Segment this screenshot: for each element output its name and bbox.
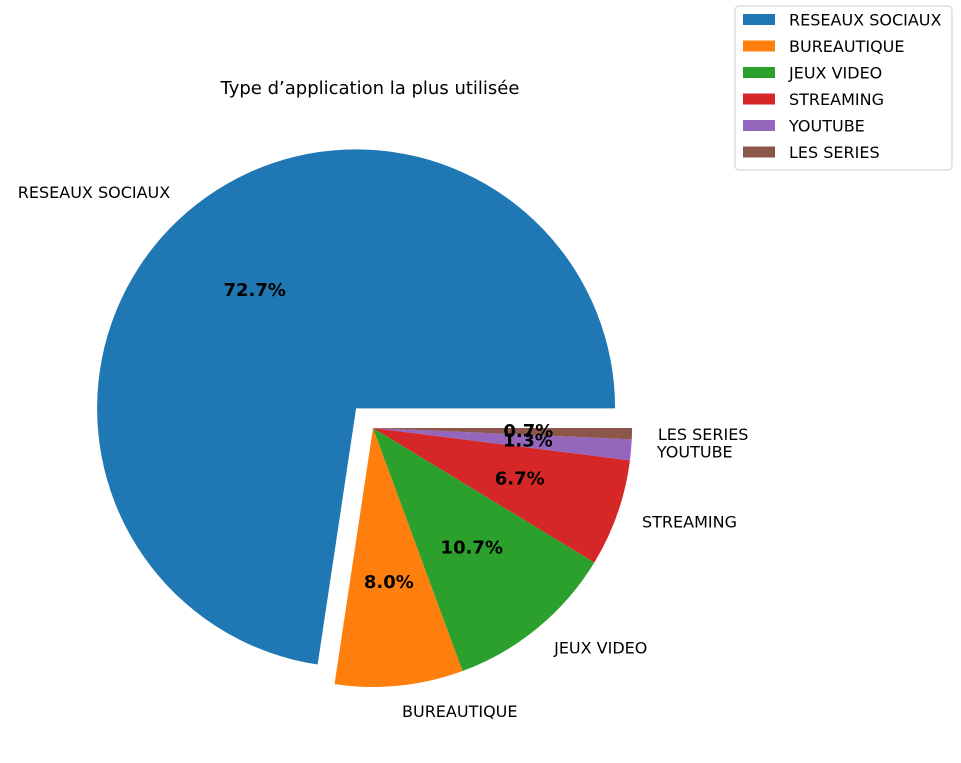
legend-swatch-reseaux-sociaux: [743, 14, 775, 25]
pct-label-reseaux-sociaux: 72.7%: [223, 280, 285, 301]
pie-slice-bureautique: [334, 428, 463, 687]
wedge-label-les-series: LES SERIES: [658, 425, 749, 444]
pie-slice-streaming: [373, 428, 630, 563]
legend-frame: [734, 5, 953, 171]
legend-swatch-bureautique: [743, 40, 775, 52]
legend-items: RESEAUX SOCIAUX BUREAUTIQUE JEUX VIDEO STRE…: [743, 11, 941, 162]
wedge-label-streaming: STREAMING: [642, 512, 737, 531]
legend-label-streaming: STREAMING: [789, 90, 884, 109]
pct-label-bureautique: 8.0%: [364, 572, 414, 593]
wedge-labels: RESEAUX SOCIAUX BUREAUTIQUE JEUX VIDEO STRE…: [18, 183, 749, 721]
legend-label-bureautique: BUREAUTIQUE: [789, 37, 904, 56]
wedge-label-bureautique: BUREAUTIQUE: [402, 702, 517, 721]
legend-swatch-youtube: [743, 120, 775, 131]
wedge-label-jeux-video: JEUX VIDEO: [553, 638, 647, 657]
pie-slice-jeux-video: [373, 428, 595, 672]
legend-swatch-les-series: [743, 146, 775, 158]
legend-label-jeux-video: JEUX VIDEO: [788, 64, 882, 83]
percentage-labels: 72.7% 8.0% 10.7% 6.7% 1.3%0.7%: [223, 280, 553, 593]
pie-slices: [97, 149, 632, 687]
pie-slice-reseaux-sociaux: [97, 149, 616, 665]
chart-title: Type d’application la plus utilisée: [220, 78, 520, 99]
legend-label-reseaux-sociaux: RESEAUX SOCIAUX: [789, 11, 941, 30]
legend-swatch-jeux-video: [743, 67, 775, 78]
pct-label-streaming: 6.7%: [495, 469, 545, 490]
pct-label-youtube: 1.3%: [503, 431, 553, 452]
legend-label-youtube: YOUTUBE: [788, 117, 865, 136]
pie-slice-youtube: [373, 428, 632, 461]
legend: RESEAUX SOCIAUX BUREAUTIQUE JEUX VIDEO STRE…: [734, 5, 953, 171]
pie-slice-les-series: [373, 428, 632, 440]
wedge-label-reseaux-sociaux: RESEAUX SOCIAUX: [18, 183, 170, 202]
legend-label-les-series: LES SERIES: [789, 143, 880, 162]
pct-label-les-series: 0.7%: [503, 421, 553, 442]
pct-label-jeux-video: 10.7%: [441, 537, 503, 558]
legend-swatch-streaming: [743, 93, 775, 105]
wedge-label-youtube: YOUTUBE: [656, 443, 733, 462]
